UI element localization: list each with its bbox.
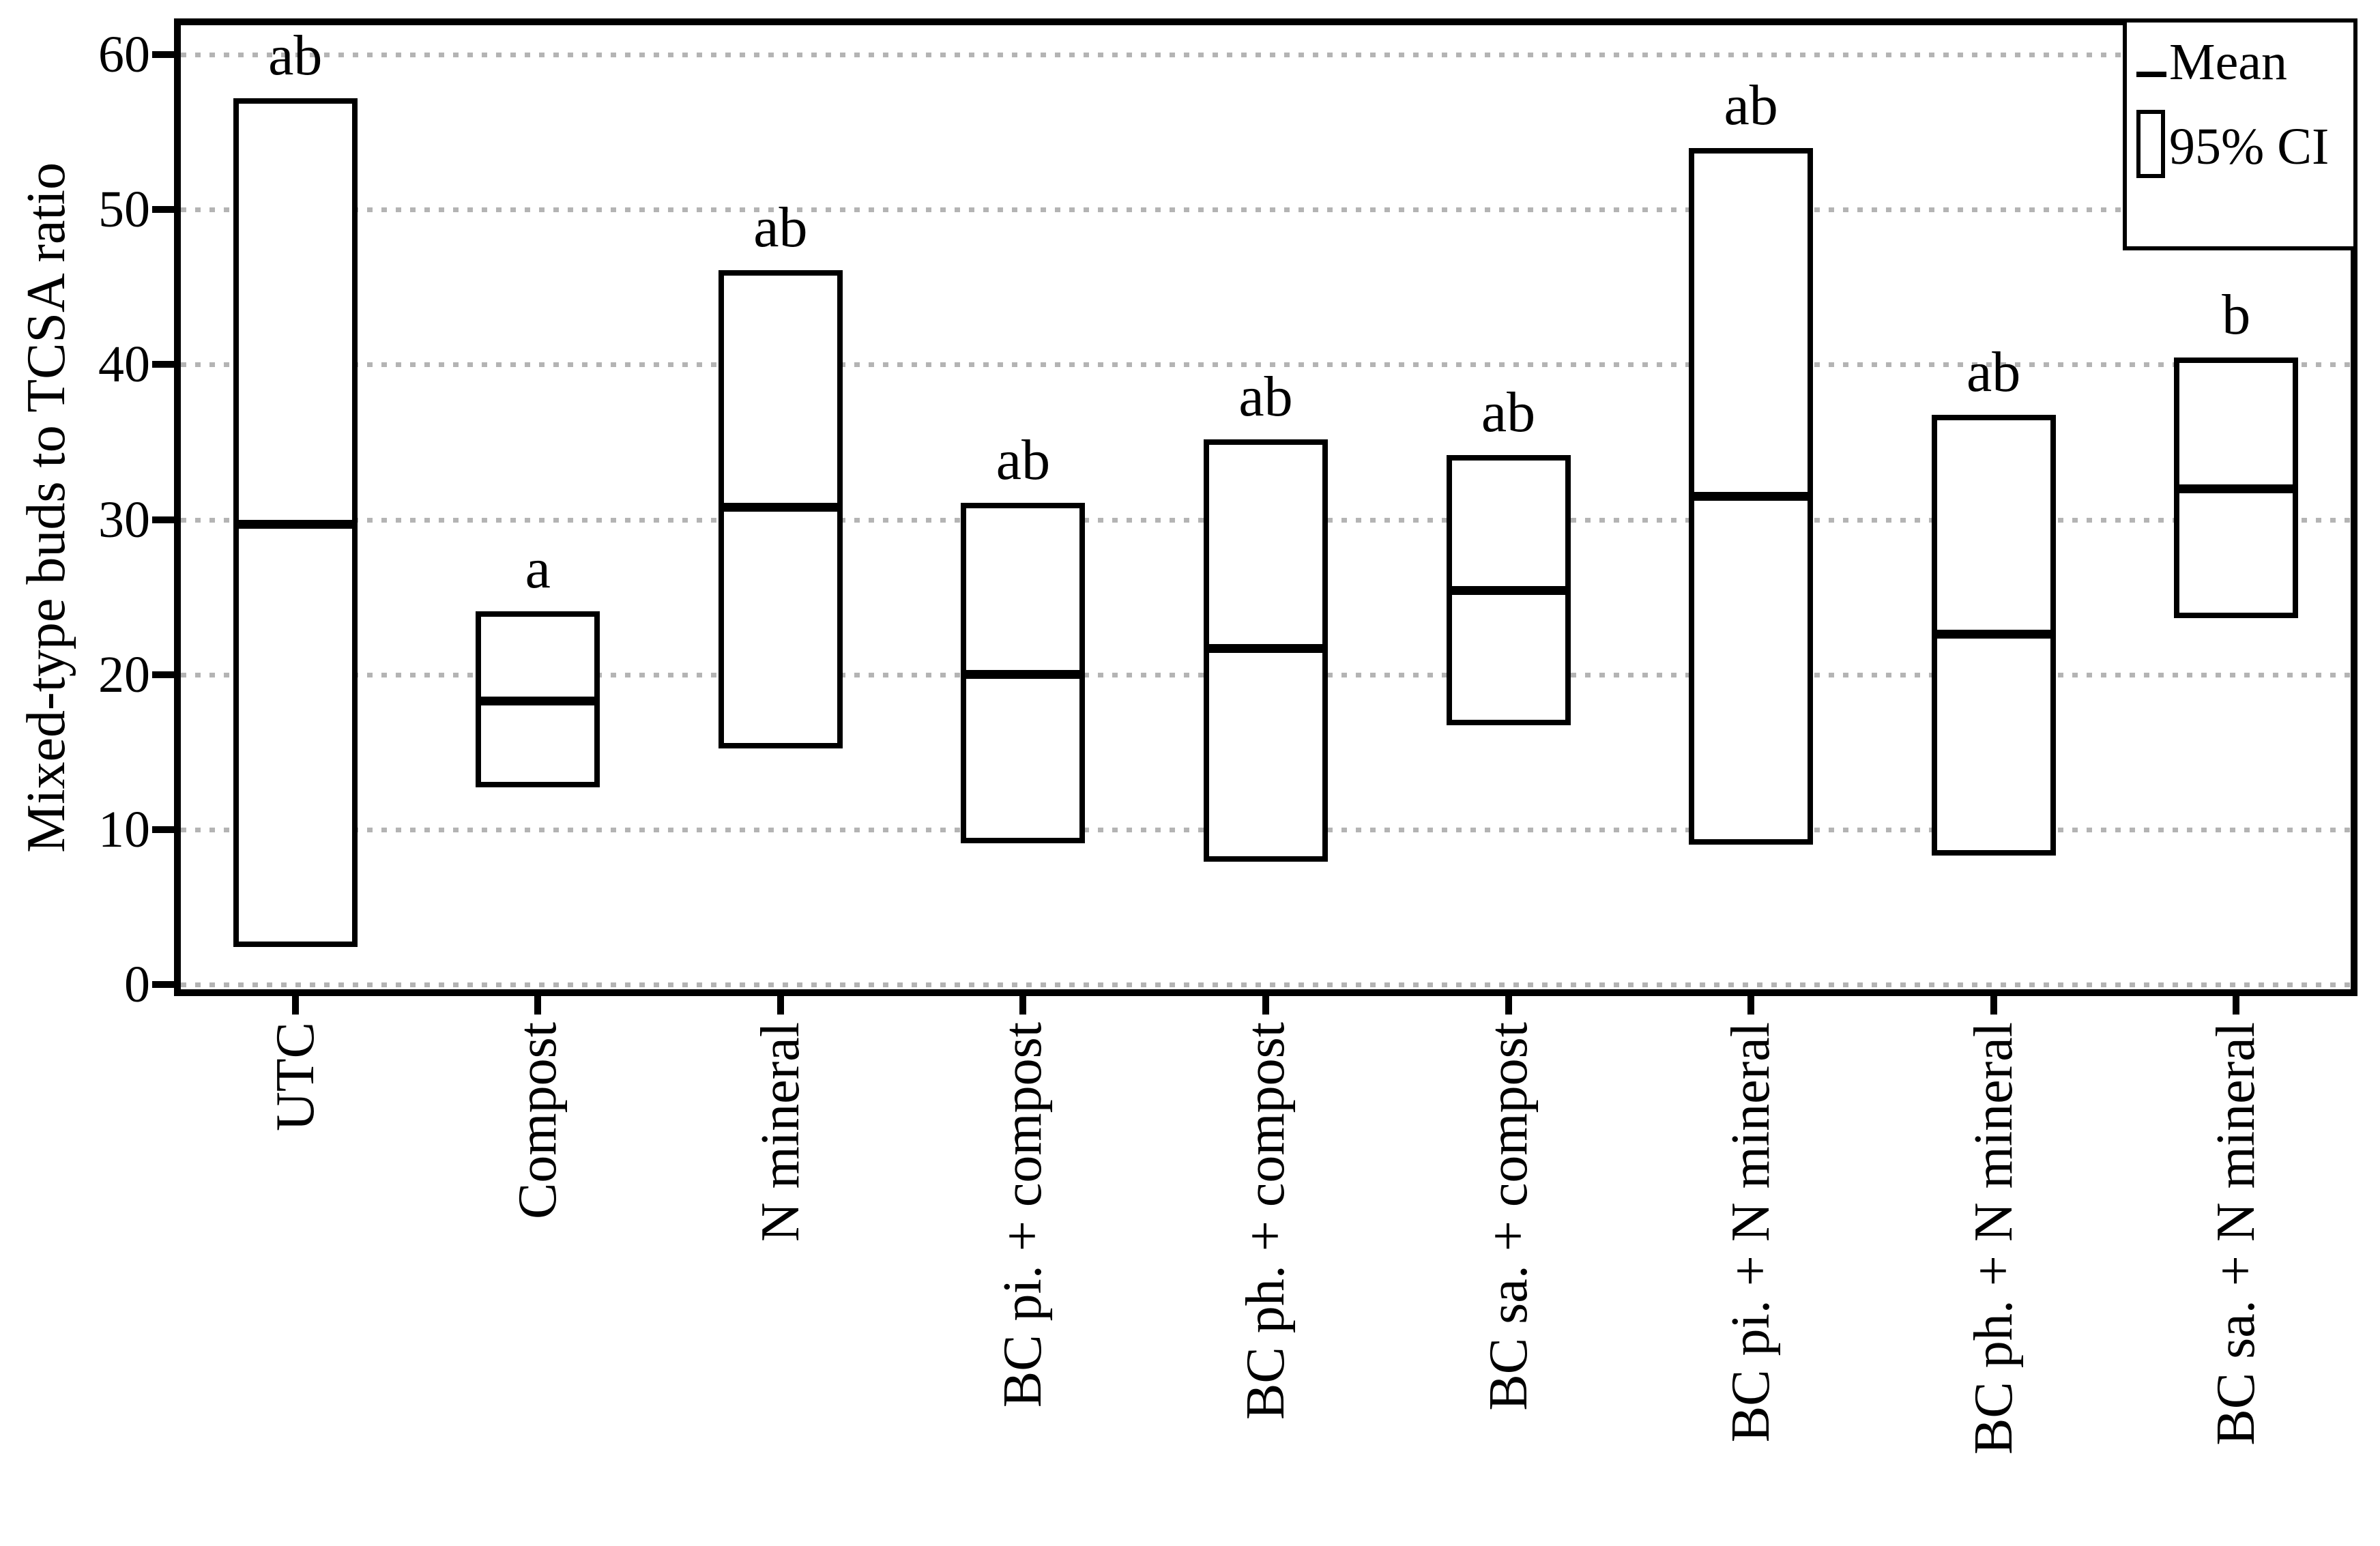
y-tick-label: 0: [124, 956, 150, 1013]
y-tick: [152, 206, 177, 214]
x-tick: [534, 994, 542, 1015]
gridline: [181, 53, 2351, 57]
x-tick-label: UTC: [255, 1022, 336, 1546]
sig-letter: a: [525, 537, 551, 601]
ci-box: [233, 98, 358, 947]
x-tick-label: N mineral: [740, 1022, 822, 1546]
y-tick-label: 20: [98, 645, 150, 703]
sig-letter: ab: [1481, 380, 1536, 444]
x-tick-label-text: UTC: [265, 1022, 325, 1131]
y-tick: [152, 981, 177, 988]
mean-line: [481, 696, 595, 705]
y-tick-label: 10: [98, 800, 150, 858]
x-tick: [1747, 994, 1755, 1015]
gridline: [181, 207, 2351, 213]
x-tick-label: Compost: [497, 1022, 579, 1546]
ci-box: [1689, 147, 1814, 845]
x-tick-label: BC sa. + N mineral: [2195, 1022, 2277, 1546]
x-tick-label-text: BC sa. + N mineral: [2206, 1022, 2267, 1446]
x-tick-label: BC pi. + N mineral: [1710, 1022, 1792, 1546]
ci-box: [476, 611, 600, 787]
x-tick-label-text: Compost: [508, 1022, 568, 1219]
x-tick: [291, 994, 299, 1015]
ci-box-icon: [2136, 110, 2165, 178]
ci-box: [718, 270, 843, 749]
mean-line: [723, 502, 837, 512]
y-tick: [152, 361, 177, 368]
y-tick: [152, 51, 177, 58]
x-tick: [2233, 994, 2240, 1015]
y-tick-label: 60: [98, 26, 150, 83]
mean-line-icon: [2136, 72, 2166, 77]
x-tick-label-text: BC ph. + compost: [1236, 1022, 1296, 1420]
ci-box: [1931, 414, 2056, 856]
x-tick-label: BC pi. + compost: [982, 1022, 1064, 1546]
ci-box: [961, 503, 1086, 843]
mean-line: [1209, 643, 1322, 653]
mean-line: [1936, 630, 2050, 639]
y-tick: [152, 826, 177, 833]
sig-letter: ab: [1967, 340, 2021, 404]
ci-box: [1204, 439, 1328, 862]
x-tick-label-text: BC pi. + N mineral: [1721, 1022, 1782, 1443]
y-tick: [152, 671, 177, 678]
sig-letter: ab: [753, 196, 808, 260]
gridline: [181, 982, 2351, 987]
mean-line: [1451, 586, 1565, 596]
ci-box: [2174, 357, 2299, 619]
x-tick-label-text: BC sa. + compost: [1478, 1022, 1539, 1411]
mean-line: [238, 519, 352, 529]
x-tick-label-text: BC ph. + N mineral: [1963, 1022, 2024, 1455]
mean-line: [2179, 484, 2293, 493]
ci-box: [1446, 454, 1571, 726]
y-tick: [152, 516, 177, 523]
y-tick-label: 50: [98, 181, 150, 239]
sig-letter: ab: [1724, 73, 1778, 137]
x-tick-label: BC ph. + N mineral: [1953, 1022, 2035, 1546]
legend-mean-label: Mean: [2169, 33, 2288, 91]
sig-letter: ab: [268, 25, 323, 88]
y-tick-label: 30: [98, 491, 150, 549]
x-tick: [1505, 994, 1512, 1015]
sig-letter: ab: [996, 428, 1051, 493]
mean-line: [966, 670, 1080, 680]
x-tick: [1262, 994, 1269, 1015]
x-tick-label: BC sa. + compost: [1468, 1022, 1550, 1546]
y-tick-label: 40: [98, 336, 150, 394]
plot-area: [174, 18, 2357, 996]
gridline: [181, 362, 2351, 368]
mean-line: [1694, 491, 1808, 501]
x-tick: [777, 994, 784, 1015]
sig-letter: b: [2222, 282, 2251, 347]
x-tick-label-text: N mineral: [750, 1022, 811, 1242]
plot-inner: ab a ab ab ab ab ab ab b: [181, 25, 2351, 989]
x-tick: [1990, 994, 1997, 1015]
legend-ci-label: 95% CI: [2169, 118, 2330, 175]
legend: Mean 95% CI: [2123, 18, 2357, 250]
x-tick-label-text: BC pi. + compost: [993, 1022, 1054, 1408]
x-tick-label: BC ph. + compost: [1225, 1022, 1307, 1546]
sig-letter: ab: [1238, 364, 1293, 428]
x-tick: [1019, 994, 1027, 1015]
